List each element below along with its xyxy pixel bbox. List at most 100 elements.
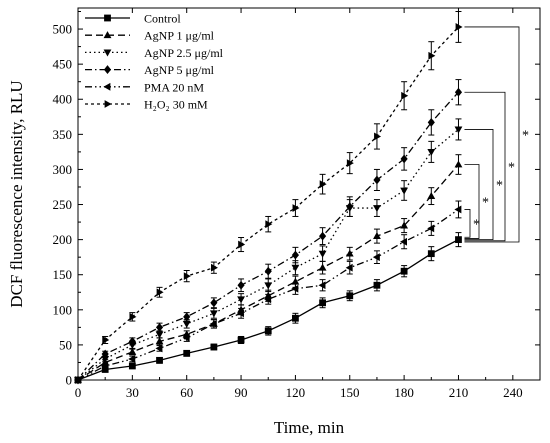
data-point xyxy=(291,284,299,293)
data-point xyxy=(455,236,462,244)
data-point xyxy=(373,205,381,213)
legend-label: AgNP 2.5 μg/ml xyxy=(144,46,224,60)
data-point xyxy=(264,295,272,304)
series-line xyxy=(77,26,459,381)
data-point xyxy=(400,187,409,195)
y-tick-label: 250 xyxy=(53,197,73,212)
data-point xyxy=(156,356,163,364)
y-axis-label: DCF fluorescence intensity, RLU xyxy=(7,80,26,307)
significance-bracket xyxy=(464,164,480,239)
data-point xyxy=(182,333,190,342)
data-point xyxy=(373,232,381,240)
data-point xyxy=(400,221,409,229)
data-point xyxy=(454,87,463,97)
data-point xyxy=(209,319,217,328)
data-point xyxy=(237,280,245,290)
data-point xyxy=(182,320,191,328)
y-tick-label: 150 xyxy=(53,267,73,282)
data-point xyxy=(264,327,272,335)
data-point xyxy=(210,298,218,308)
legend-item: PMA 20 nM xyxy=(85,80,204,94)
x-axis-label: Time, min xyxy=(274,418,345,437)
y-tick-label: 100 xyxy=(53,302,73,317)
series-5 xyxy=(75,11,463,384)
data-point xyxy=(264,266,272,276)
data-point xyxy=(155,322,164,332)
data-point xyxy=(128,355,136,363)
x-tick-label: 180 xyxy=(394,385,414,400)
data-point xyxy=(264,282,273,290)
data-point xyxy=(128,347,137,355)
data-point xyxy=(183,312,191,322)
data-point xyxy=(237,296,245,304)
x-tick-label: 90 xyxy=(235,385,248,400)
significance-star: * xyxy=(482,195,489,210)
data-point xyxy=(400,237,408,246)
legend-marker xyxy=(104,14,111,22)
y-tick-label: 200 xyxy=(53,232,73,247)
data-point xyxy=(128,362,136,370)
data-point xyxy=(102,336,110,344)
data-point xyxy=(155,337,164,345)
data-point xyxy=(400,154,408,164)
data-point xyxy=(183,349,191,357)
legend-marker xyxy=(103,31,112,39)
series-line xyxy=(77,128,459,381)
data-point xyxy=(401,91,409,100)
series-2 xyxy=(74,118,463,385)
significance-star: * xyxy=(496,179,503,194)
y-tick-label: 450 xyxy=(53,57,73,72)
data-point xyxy=(373,175,381,185)
x-tick-label: 150 xyxy=(340,385,360,400)
y-tick-label: 500 xyxy=(53,22,73,37)
y-tick-label: 50 xyxy=(59,337,72,352)
x-tick-label: 240 xyxy=(503,385,523,400)
data-point xyxy=(128,336,136,346)
data-point xyxy=(101,349,109,359)
series-0 xyxy=(74,232,462,384)
data-point xyxy=(345,263,353,272)
legend-label: AgNP 1 μg/ml xyxy=(144,29,215,43)
significance-star: * xyxy=(522,128,529,143)
significance-bracket xyxy=(464,129,494,241)
data-point xyxy=(210,343,218,351)
data-point xyxy=(101,356,110,364)
legend-item: AgNP 1 μg/ml xyxy=(85,29,215,43)
series-4 xyxy=(73,200,462,384)
y-tick-label: 300 xyxy=(53,162,73,177)
data-point xyxy=(237,336,245,344)
data-point xyxy=(400,267,408,275)
data-point xyxy=(319,299,326,307)
plot-frame xyxy=(77,7,541,381)
data-point xyxy=(427,117,435,127)
data-point xyxy=(155,344,163,353)
data-point xyxy=(319,180,327,189)
series-layer xyxy=(73,11,463,385)
data-point xyxy=(183,272,191,281)
x-tick-label: 210 xyxy=(449,385,469,400)
y-tick-label: 0 xyxy=(66,373,73,388)
data-point xyxy=(373,281,381,289)
data-point xyxy=(346,292,354,300)
significance-bracket xyxy=(464,209,471,238)
y-tick-label: 350 xyxy=(53,127,73,142)
data-point xyxy=(454,126,463,134)
significance-star: * xyxy=(508,161,515,176)
x-tick-label: 30 xyxy=(126,385,139,400)
data-point xyxy=(345,249,354,257)
legend-item: Control xyxy=(85,12,181,26)
legend-label: PMA 20 nM xyxy=(144,80,204,94)
data-point xyxy=(318,281,326,290)
series-line xyxy=(77,208,459,381)
data-point xyxy=(209,310,218,318)
data-point xyxy=(265,220,273,229)
data-point xyxy=(346,202,354,212)
legend-label: AgNP 5 μg/ml xyxy=(144,63,215,77)
data-point xyxy=(427,224,435,233)
y-tick-label: 400 xyxy=(53,92,73,107)
x-tick-label: 120 xyxy=(286,385,306,400)
data-point xyxy=(372,253,380,262)
data-point xyxy=(155,331,164,339)
axes: 0 30 60 90 120 150 180 210 240 0 50 100 150 200 250 300… xyxy=(53,8,540,400)
